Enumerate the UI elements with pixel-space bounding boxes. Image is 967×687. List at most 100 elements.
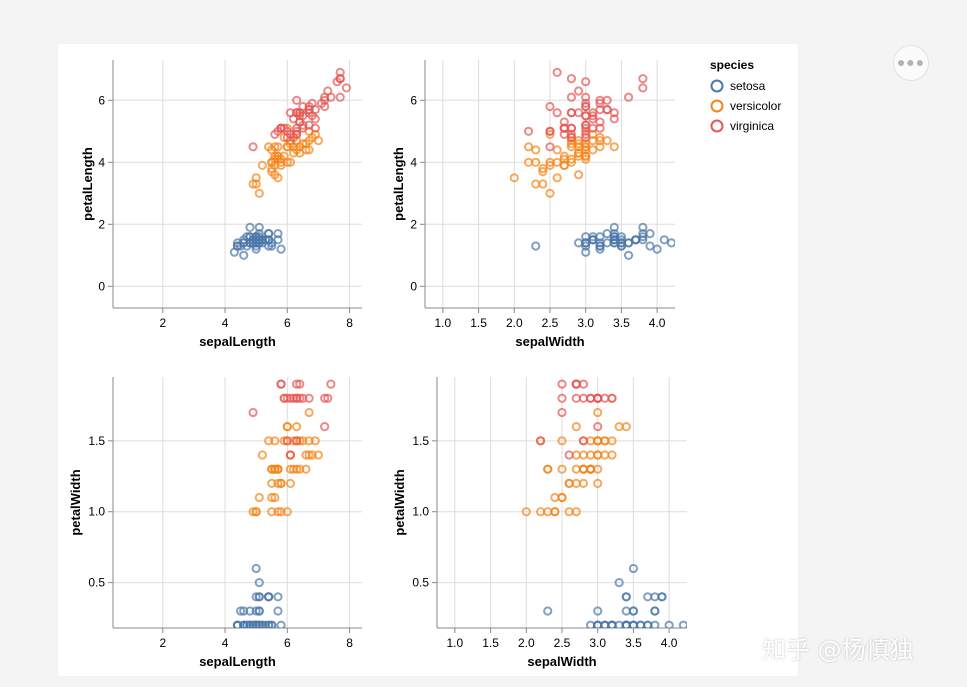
x-tick-label: 4 bbox=[222, 636, 229, 650]
point-virginica bbox=[292, 436, 302, 446]
point-virginica bbox=[595, 95, 605, 105]
point-versicolor bbox=[292, 422, 302, 432]
point-virginica bbox=[573, 86, 584, 96]
point-virginica bbox=[594, 352, 601, 359]
point-setosa bbox=[645, 229, 655, 239]
point-versicolor bbox=[545, 129, 555, 139]
point-versicolor bbox=[531, 145, 541, 155]
point-virginica bbox=[594, 352, 601, 359]
point-virginica bbox=[296, 338, 303, 345]
point-virginica bbox=[304, 105, 314, 115]
point-virginica bbox=[304, 108, 314, 118]
point-virginica bbox=[558, 366, 565, 373]
x-tick-label: 1.5 bbox=[482, 636, 499, 650]
point-setosa bbox=[631, 235, 641, 245]
point-setosa bbox=[251, 563, 261, 574]
point-setosa bbox=[588, 232, 598, 242]
point-setosa bbox=[664, 620, 674, 628]
point-versicolor bbox=[581, 142, 591, 152]
x-tick-label: 2.0 bbox=[518, 636, 535, 650]
point-virginica bbox=[559, 123, 569, 133]
point-versicolor bbox=[581, 154, 591, 164]
point-versicolor bbox=[564, 507, 574, 517]
point-virginica bbox=[557, 407, 567, 418]
x-axis-title: sepalLength bbox=[199, 334, 276, 349]
point-virginica bbox=[571, 379, 581, 389]
point-setosa bbox=[650, 592, 660, 602]
y-tick-label: 6 bbox=[98, 93, 105, 107]
point-setosa bbox=[682, 236, 689, 243]
point-setosa bbox=[616, 241, 627, 251]
y-tick-label: 4 bbox=[98, 155, 105, 169]
point-virginica bbox=[282, 132, 292, 143]
point-virginica bbox=[581, 132, 591, 143]
point-virginica bbox=[566, 132, 577, 143]
point-versicolor bbox=[545, 188, 555, 198]
point-versicolor bbox=[600, 436, 610, 446]
point-versicolor bbox=[593, 478, 603, 488]
point-versicolor bbox=[557, 436, 567, 446]
point-virginica bbox=[320, 393, 330, 403]
point-virginica bbox=[292, 126, 302, 136]
point-versicolor bbox=[609, 142, 619, 152]
point-virginica bbox=[571, 393, 581, 403]
point-versicolor bbox=[521, 507, 531, 517]
y-axis-title: petalWidth bbox=[68, 469, 83, 535]
point-virginica bbox=[295, 379, 305, 389]
point-versicolor bbox=[588, 145, 598, 155]
point-versicolor bbox=[254, 492, 264, 503]
point-versicolor bbox=[573, 148, 584, 158]
point-virginica bbox=[282, 436, 292, 446]
point-virginica bbox=[299, 366, 306, 373]
point-setosa bbox=[276, 620, 286, 628]
chart-actions-button[interactable]: ●●● bbox=[893, 45, 929, 81]
y-tick-label: 1.0 bbox=[412, 505, 429, 519]
point-setosa bbox=[259, 636, 266, 643]
point-setosa bbox=[694, 593, 701, 600]
point-virginica bbox=[248, 142, 258, 152]
point-virginica bbox=[293, 295, 300, 302]
point-versicolor bbox=[602, 136, 612, 146]
point-versicolor bbox=[571, 450, 581, 460]
point-setosa bbox=[276, 244, 286, 254]
point-virginica bbox=[312, 352, 319, 359]
point-versicolor bbox=[304, 436, 314, 446]
point-virginica bbox=[595, 117, 605, 127]
point-setosa bbox=[245, 222, 255, 232]
y-tick-label: 0.5 bbox=[412, 576, 429, 590]
point-setosa bbox=[623, 238, 634, 248]
point-virginica bbox=[337, 324, 344, 331]
point-virginica bbox=[320, 422, 330, 432]
point-versicolor bbox=[276, 507, 286, 517]
point-versicolor bbox=[301, 145, 311, 155]
point-setosa bbox=[239, 250, 249, 260]
x-tick-label: 3.5 bbox=[613, 316, 630, 330]
point-setosa bbox=[643, 592, 653, 602]
point-versicolor bbox=[550, 492, 560, 503]
point-versicolor bbox=[545, 160, 555, 170]
x-tick-label: 3.0 bbox=[577, 316, 594, 330]
point-setosa bbox=[581, 247, 591, 257]
y-tick-label: 1.5 bbox=[88, 434, 105, 448]
point-virginica bbox=[552, 67, 562, 78]
point-setosa bbox=[678, 620, 687, 628]
y-tick-label: 6 bbox=[410, 93, 417, 107]
point-virginica bbox=[248, 407, 258, 418]
point-setosa bbox=[628, 563, 639, 574]
point-versicolor bbox=[267, 507, 277, 517]
point-virginica bbox=[312, 324, 319, 331]
x-tick-label: 2.0 bbox=[506, 316, 523, 330]
point-virginica bbox=[337, 338, 344, 345]
point-versicolor bbox=[273, 478, 283, 488]
point-virginica bbox=[343, 366, 350, 373]
scatter-panel-2: 1.0 1.5 2.0 2.5 3.0 3.5 4.0 0 2 4 6 sepalWidth petal… bbox=[391, 60, 689, 349]
point-versicolor bbox=[593, 407, 603, 418]
point-versicolor bbox=[559, 160, 569, 170]
point-group bbox=[231, 295, 350, 643]
point-setosa bbox=[231, 636, 238, 643]
point-virginica bbox=[296, 352, 303, 359]
point-virginica bbox=[285, 450, 296, 460]
point-virginica bbox=[578, 436, 589, 446]
point-versicolor bbox=[607, 450, 617, 460]
point-setosa bbox=[593, 620, 603, 628]
